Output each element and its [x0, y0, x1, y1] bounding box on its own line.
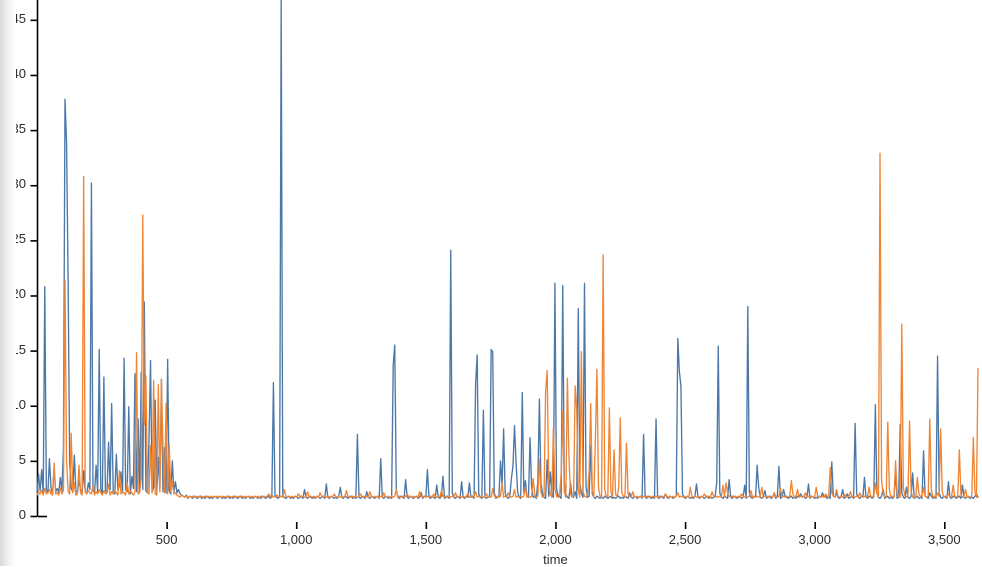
x-tick-label: 1,000: [279, 532, 313, 547]
y-tick-label: 40: [11, 65, 26, 81]
y-tick-label: 0: [18, 507, 26, 522]
x-tick-label: 2,000: [539, 532, 572, 547]
x-axis-title: time: [543, 552, 568, 567]
y-tick-label: 30: [11, 176, 26, 192]
x-tick-label: 2,500: [668, 532, 702, 547]
x-tick-label: 3,500: [928, 532, 961, 547]
x-tick-label: 1,500: [409, 532, 443, 547]
y-tick-label: 15: [11, 341, 26, 357]
data-series-layer: [36, 0, 979, 500]
y-tick-label: 35: [11, 121, 26, 137]
x-tick-label: 3,000: [798, 532, 831, 547]
y-tick-label: 5: [18, 451, 26, 467]
x-axis-ticks: [166, 522, 946, 529]
y-tick-label: 45: [11, 10, 26, 26]
series-line-series2: [36, 152, 979, 498]
series-line-series1: [36, 0, 979, 500]
axis-lines: [36, 0, 47, 518]
y-tick-label: 10: [11, 396, 26, 412]
y-tick-label: 20: [11, 286, 26, 302]
y-axis-ticks: [30, 19, 37, 518]
y-tick-label: 25: [11, 231, 26, 247]
x-tick-label: 500: [155, 532, 178, 547]
